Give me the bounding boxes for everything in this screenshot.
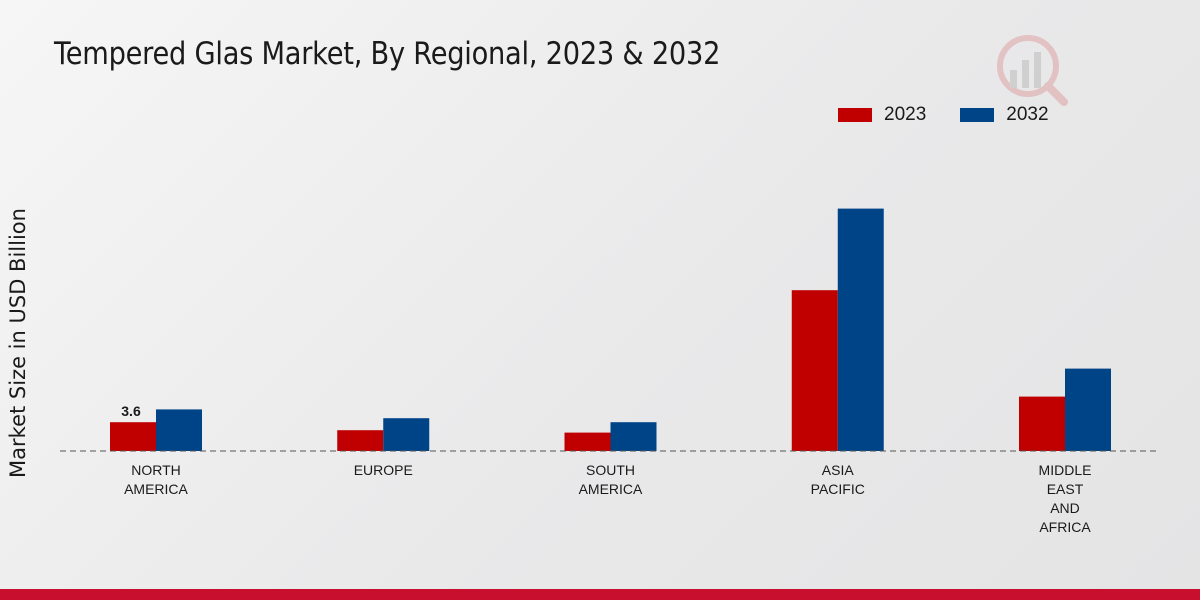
bar-2023-middle-east-and-africa bbox=[1019, 396, 1065, 451]
legend-item-2032: 2032 bbox=[960, 104, 1049, 126]
data-label: 3.6 bbox=[121, 403, 141, 419]
bar-2032-middle-east-and-africa bbox=[1065, 368, 1111, 451]
bar-2032-north-america bbox=[156, 409, 202, 451]
bar-2023-asia-pacific bbox=[791, 290, 838, 451]
x-tick-label-south-america: SOUTH AMERICA bbox=[579, 462, 643, 497]
x-tick-label-asia-pacific: ASIA PACIFIC bbox=[811, 462, 865, 497]
legend-label-2032: 2032 bbox=[1006, 104, 1049, 125]
chart-title: Tempered Glas Market, By Regional, 2023 … bbox=[54, 36, 721, 72]
footer-accent-bar bbox=[0, 589, 1200, 600]
x-tick-label-north-america: NORTH AMERICA bbox=[124, 462, 188, 497]
bar-2032-south-america bbox=[610, 422, 657, 451]
bar-2032-europe bbox=[383, 418, 430, 451]
bar-2032-asia-pacific bbox=[837, 208, 884, 451]
brand-logo-icon bbox=[997, 35, 1068, 106]
legend: 2023 2032 bbox=[838, 104, 1083, 126]
bar-2023-south-america bbox=[564, 432, 611, 451]
legend-swatch-2023 bbox=[838, 108, 872, 122]
bar-2023-europe bbox=[337, 430, 384, 451]
legend-swatch-2032 bbox=[960, 108, 995, 122]
bar-2023-north-america bbox=[110, 422, 156, 451]
legend-item-2023: 2023 bbox=[838, 104, 926, 126]
x-tick-label-europe: EUROPE bbox=[354, 462, 413, 478]
legend-label-2023: 2023 bbox=[884, 104, 927, 125]
x-tick-label-middle-east-and-africa: MIDDLE EAST AND AFRICA bbox=[1039, 462, 1092, 535]
